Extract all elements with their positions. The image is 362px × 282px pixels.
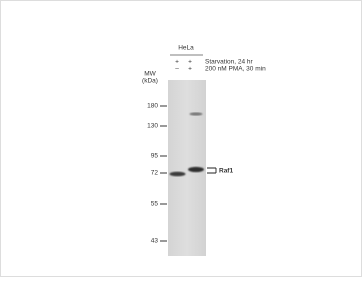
lane-sign: + [188, 59, 192, 66]
lane-sign: + [188, 66, 192, 73]
band [190, 112, 203, 115]
mw-unit: (kDa) [142, 78, 158, 85]
mw-marker: 95 [151, 153, 159, 160]
lane-sign: – [175, 66, 179, 73]
mw-marker: 72 [151, 170, 159, 177]
page: HeLa + + Starvation, 24 hr – + 200 nM PM… [0, 0, 362, 282]
mw-marker: 55 [151, 201, 159, 208]
target-label: Raf1 [219, 168, 233, 175]
cell-line: HeLa [178, 45, 194, 52]
condition-label: 200 nM PMA, 30 min [205, 66, 266, 73]
band [188, 167, 204, 172]
mw-marker: 43 [151, 238, 159, 245]
condition-label: Starvation, 24 hr [205, 59, 254, 66]
mw-title: MW [144, 71, 156, 78]
mw-marker: 180 [147, 103, 158, 110]
figure: HeLa + + Starvation, 24 hr – + 200 nM PM… [0, 0, 362, 277]
lane-sign: + [175, 59, 179, 66]
mw-marker: 130 [147, 123, 158, 130]
band [170, 172, 186, 177]
